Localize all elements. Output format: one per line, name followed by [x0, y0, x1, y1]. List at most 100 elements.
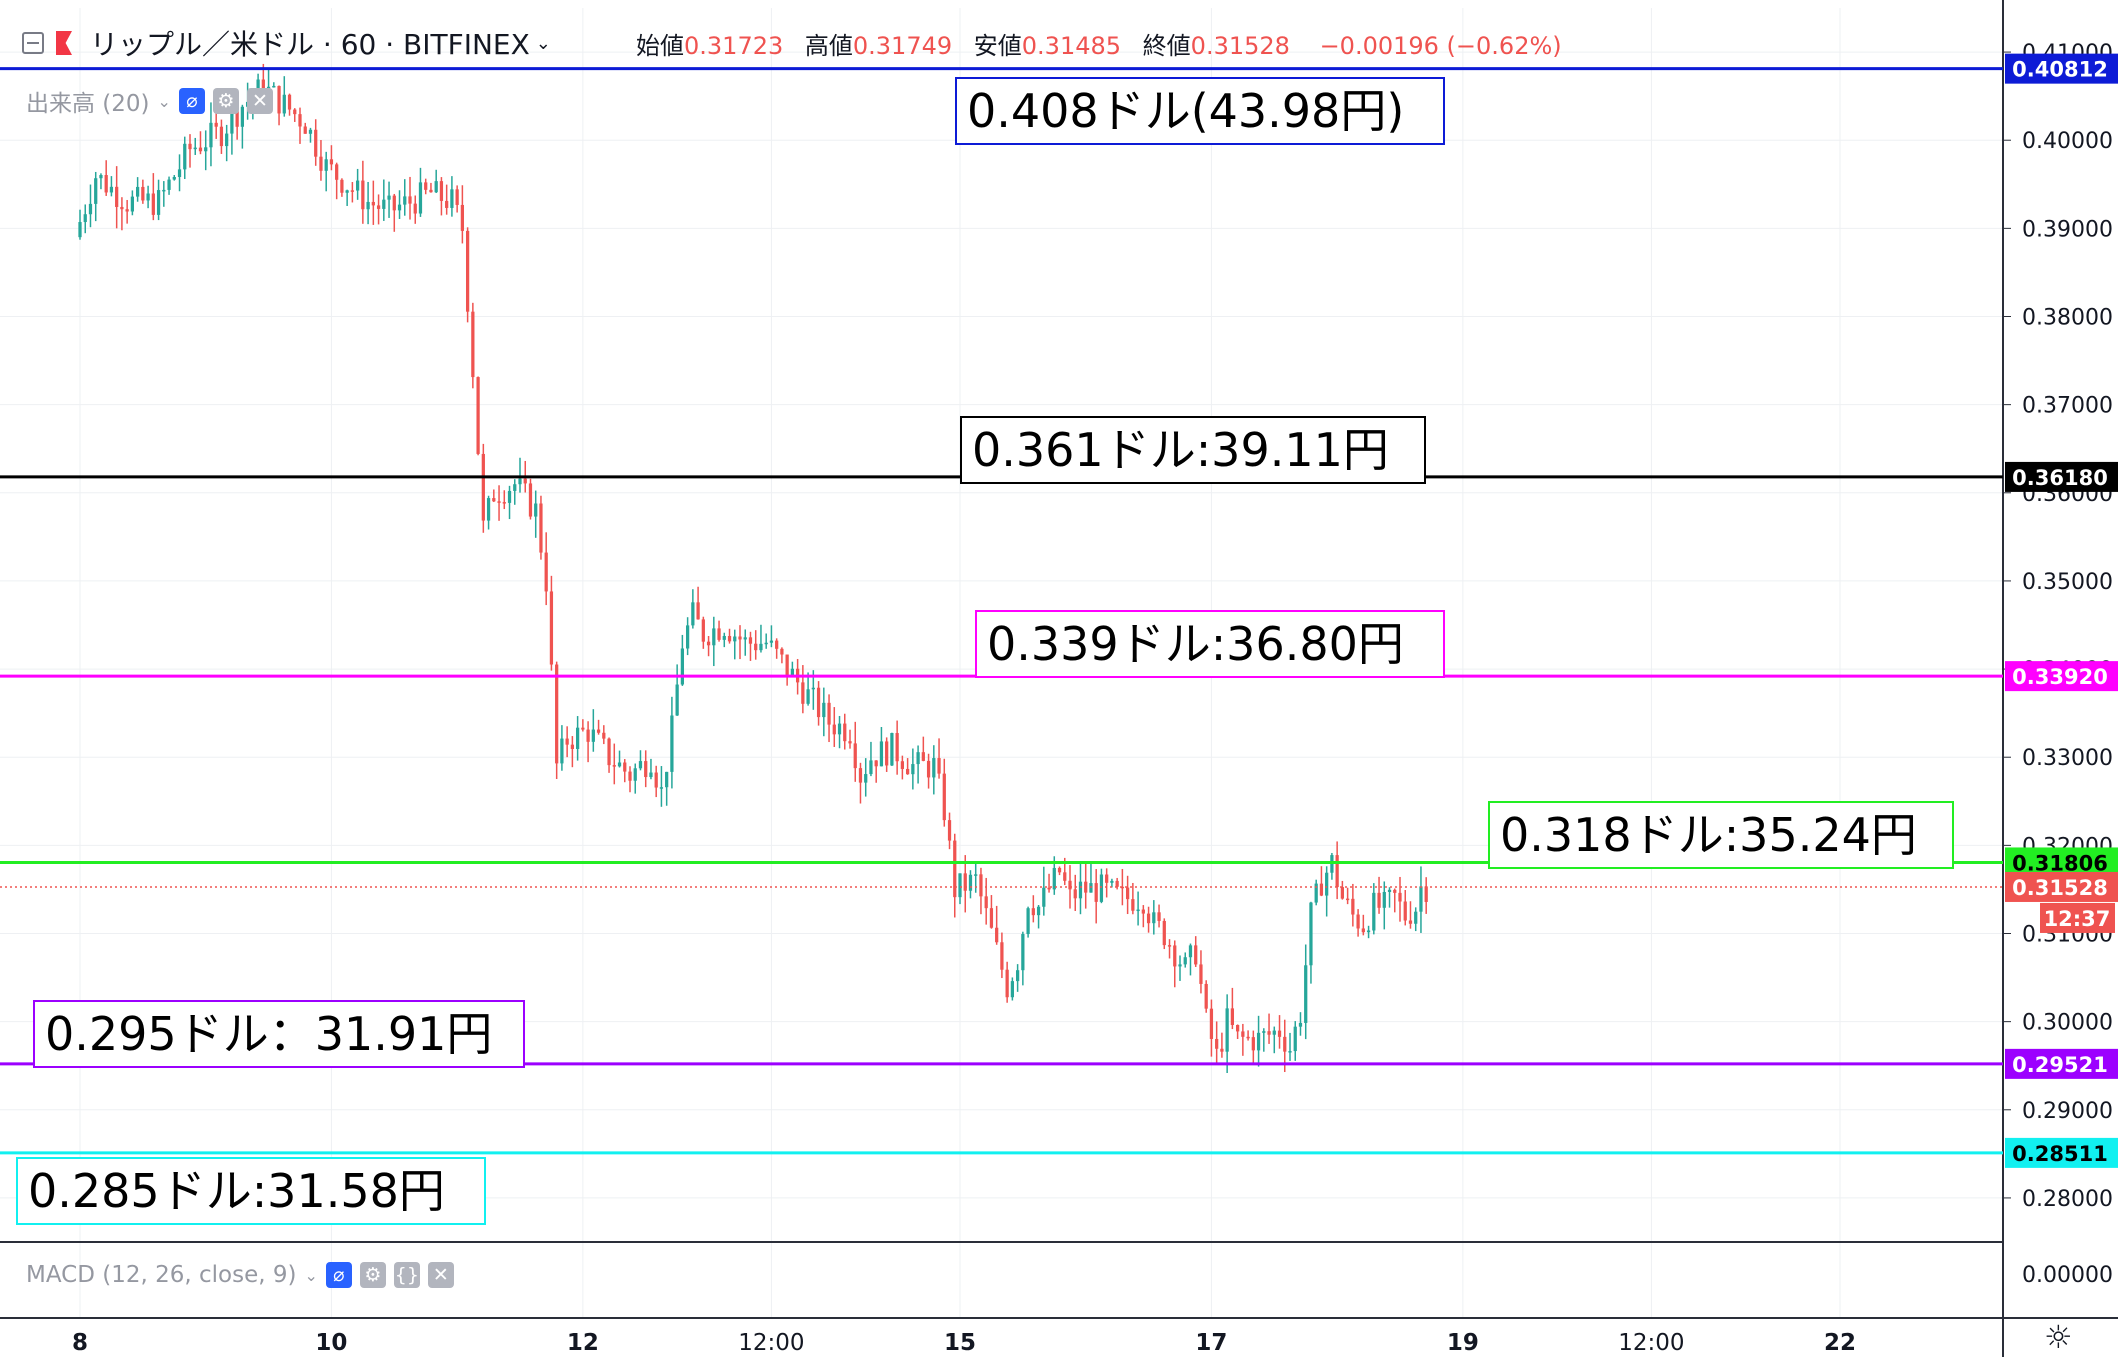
- candle-body: [188, 143, 192, 150]
- candle-body: [366, 201, 370, 210]
- candle-body: [1235, 1025, 1240, 1032]
- close-icon[interactable]: ✕: [427, 1262, 454, 1288]
- price-level-label: 0.31806: [2012, 851, 2108, 875]
- candle-body: [1256, 1032, 1261, 1051]
- candle-body: [240, 106, 245, 127]
- collapse-icon[interactable]: [22, 32, 44, 54]
- candle-body: [151, 193, 155, 215]
- price-annotation[interactable]: 0.408ドル(43.98円): [955, 77, 1445, 145]
- candle-body: [1073, 889, 1077, 899]
- candle-body: [94, 178, 98, 204]
- candle-body: [848, 741, 852, 744]
- settings-sun-icon[interactable]: ☼: [2044, 1318, 2073, 1356]
- eye-off-icon[interactable]: ⌀: [325, 1262, 352, 1288]
- candle-body: [345, 190, 349, 193]
- candle-body: [947, 820, 952, 841]
- candle-body: [607, 738, 611, 766]
- candle-body: [308, 129, 313, 134]
- volume-legend[interactable]: 出来高 (20) ⌄ ⌀ ⚙ ✕: [26, 84, 273, 118]
- candle-body: [696, 602, 700, 620]
- chevron-down-icon[interactable]: ⌄: [157, 91, 171, 111]
- candle-body: [1408, 920, 1413, 924]
- candle-body: [1120, 886, 1125, 889]
- y-tick-label: 0.33000: [2022, 746, 2113, 771]
- candle-body: [816, 687, 821, 718]
- price-annotation[interactable]: 0.339ドル:36.80円: [975, 610, 1445, 678]
- candle-body: [602, 732, 606, 739]
- macd-legend[interactable]: MACD (12, 26, close, 9) ⌄ ⌀ ⚙ {} ✕: [26, 1262, 454, 1288]
- candle-body: [1125, 887, 1130, 900]
- price-annotation[interactable]: 0.318ドル:35.24円: [1488, 801, 1954, 869]
- candle-body: [1340, 887, 1345, 899]
- candle-body: [649, 772, 653, 778]
- candle-body: [1146, 913, 1151, 924]
- price-annotation[interactable]: 0.361ドル:39.11円: [960, 416, 1426, 484]
- candle-body: [471, 311, 475, 378]
- candle-body: [209, 122, 213, 148]
- candle-body: [638, 761, 643, 769]
- candle-body: [293, 109, 297, 115]
- symbol-title[interactable]: リップル／米ドル · 60 · BITFINEX: [90, 28, 530, 61]
- candle-body: [1267, 1031, 1271, 1035]
- candle-body: [811, 687, 815, 690]
- candle-body: [612, 765, 616, 767]
- candle-body: [1225, 1008, 1229, 1052]
- candle-body: [1183, 957, 1187, 965]
- candle-body: [921, 752, 925, 761]
- candle-body: [287, 94, 292, 110]
- price-level-label: 0.29521: [2012, 1053, 2108, 1077]
- candle-body: [109, 186, 114, 193]
- candle-body: [450, 189, 454, 208]
- candle-body: [1251, 1037, 1255, 1051]
- candle-body: [743, 637, 747, 640]
- candle-body: [1414, 911, 1418, 924]
- candle-body: [1052, 867, 1056, 890]
- volume-label[interactable]: 出来高 (20): [26, 91, 150, 117]
- candle-body: [329, 159, 334, 165]
- ohlc-legend: 始値0.31723 高値0.31749 安値0.31485 終値0.31528 …: [622, 26, 1562, 61]
- price-annotation[interactable]: 0.285ドル:31.58円: [16, 1157, 486, 1225]
- candle-body: [712, 628, 716, 646]
- candle-body: [717, 628, 721, 640]
- candle-body: [754, 643, 758, 651]
- candle-body: [1136, 909, 1140, 912]
- open-label: 始値: [636, 32, 684, 60]
- candle-body: [408, 196, 412, 204]
- candle-body: [827, 702, 831, 725]
- eye-off-icon[interactable]: ⌀: [178, 88, 205, 114]
- open-value: 0.31723: [684, 32, 784, 60]
- candle-body: [675, 684, 679, 716]
- candle-body: [1047, 887, 1051, 890]
- close-value: 0.31528: [1190, 32, 1290, 60]
- candle-body: [722, 635, 726, 640]
- candle-body: [1288, 1051, 1292, 1053]
- candle-body: [1319, 883, 1324, 896]
- candle-body: [120, 206, 124, 210]
- braces-icon[interactable]: {}: [393, 1262, 420, 1288]
- gear-icon[interactable]: ⚙: [212, 88, 239, 114]
- close-icon[interactable]: ✕: [246, 88, 273, 114]
- candle-body: [397, 204, 402, 211]
- candle-body: [319, 156, 323, 171]
- flag-icon[interactable]: [56, 31, 72, 55]
- candle-body: [1372, 892, 1376, 931]
- x-tick-label: 10: [315, 1330, 347, 1356]
- candle-body: [1272, 1030, 1276, 1035]
- price-annotation[interactable]: 0.295ドル：31.91円: [33, 1000, 525, 1068]
- candle-body: [623, 762, 627, 772]
- chevron-down-icon[interactable]: ⌄: [535, 32, 551, 54]
- candle-body: [665, 771, 669, 788]
- candle-body: [83, 214, 87, 223]
- gear-icon[interactable]: ⚙: [359, 1262, 386, 1288]
- chevron-down-icon[interactable]: ⌄: [304, 1265, 318, 1285]
- candle-body: [706, 641, 711, 646]
- candle-body: [555, 664, 559, 764]
- candle-body: [445, 200, 449, 208]
- candle-body: [523, 478, 527, 484]
- candle-body: [1173, 945, 1177, 967]
- macd-label[interactable]: MACD (12, 26, close, 9): [26, 1262, 297, 1288]
- candle-body: [644, 761, 648, 778]
- candle-body: [1042, 887, 1046, 907]
